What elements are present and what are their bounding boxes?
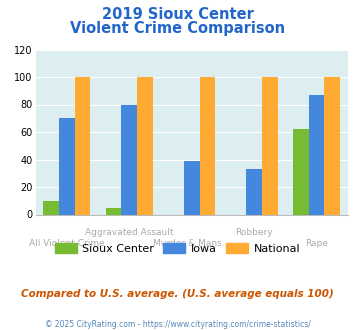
Bar (137, 77, 153, 214)
Bar (246, 169, 262, 214)
Bar (200, 77, 215, 214)
Bar (75, 77, 90, 214)
Bar (106, 208, 121, 214)
Bar (59, 118, 75, 214)
Bar (184, 161, 200, 214)
Bar (43, 201, 59, 214)
Text: 2019 Sioux Center: 2019 Sioux Center (102, 7, 253, 21)
Text: Rape: Rape (305, 239, 328, 248)
Bar (262, 77, 278, 214)
Text: Aggravated Assault: Aggravated Assault (85, 228, 174, 237)
Text: © 2025 CityRating.com - https://www.cityrating.com/crime-statistics/: © 2025 CityRating.com - https://www.city… (45, 320, 310, 329)
Bar (293, 129, 309, 214)
Bar (324, 77, 340, 214)
Text: Robbery: Robbery (235, 228, 273, 237)
Legend: Sioux Center, Iowa, National: Sioux Center, Iowa, National (50, 239, 305, 258)
Text: Violent Crime Comparison: Violent Crime Comparison (70, 21, 285, 36)
Text: Murder & Mans...: Murder & Mans... (153, 239, 230, 248)
Text: All Violent Crime: All Violent Crime (29, 239, 105, 248)
Bar (309, 95, 324, 214)
Text: Compared to U.S. average. (U.S. average equals 100): Compared to U.S. average. (U.S. average … (21, 289, 334, 299)
Bar (121, 105, 137, 214)
